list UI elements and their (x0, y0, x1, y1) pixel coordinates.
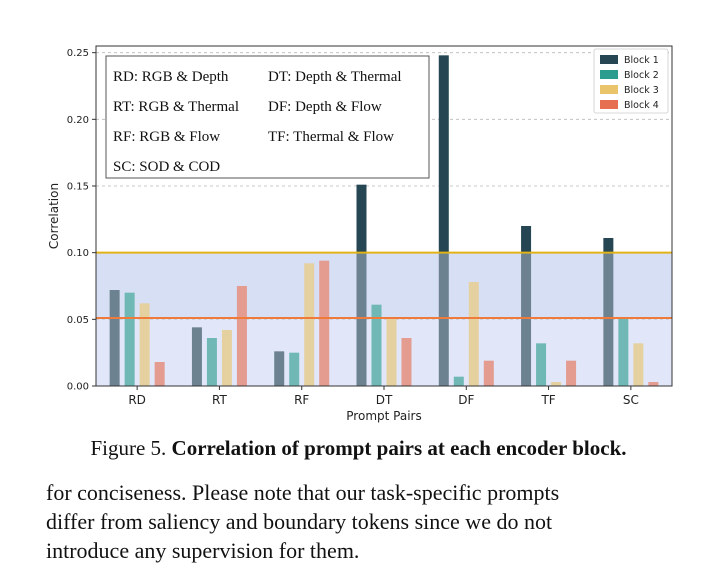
legend-label: Block 1 (624, 55, 659, 66)
threshold-overlay (96, 252, 672, 386)
pair-legend-box (105, 55, 430, 179)
y-tick-label: 0.15 (67, 182, 89, 193)
bar-block-2 (124, 292, 135, 386)
bar-block-4 (154, 362, 165, 386)
plot-frame (95, 45, 673, 387)
pair-definition: RD: RGB & Depth (113, 69, 229, 85)
pair-definition: DT: Depth & Thermal (268, 69, 402, 85)
legend-swatch (600, 85, 618, 94)
bar-block-1 (109, 290, 120, 386)
bar-block-3 (221, 330, 232, 386)
pair-definition: SC: SOD & COD (113, 159, 220, 175)
bar-block-2 (371, 304, 382, 386)
series-legend (593, 48, 669, 114)
y-tick-label: 0.20 (67, 115, 89, 126)
y-tick-label: 0.10 (67, 248, 89, 259)
x-tick-label: TF (540, 393, 555, 407)
bar-block-3 (468, 282, 479, 386)
bar-block-2 (536, 343, 547, 386)
body-paragraph: for conciseness. Please note that our ta… (46, 478, 686, 565)
pair-definition: RF: RGB & Flow (113, 129, 220, 145)
bar-block-4 (648, 382, 659, 386)
bar-block-4 (236, 286, 247, 386)
bar-block-1 (356, 184, 367, 386)
threshold-band (96, 252, 672, 318)
bar-block-4 (319, 260, 330, 386)
x-tick-label: DF (458, 393, 474, 407)
bar-block-3 (633, 343, 644, 386)
caption-prefix: Figure 5. (90, 436, 172, 460)
legend-label: Block 3 (624, 85, 659, 96)
y-tick-label: 0.00 (67, 382, 89, 393)
bar-block-2 (289, 352, 300, 386)
bar-chart: 0.00 0.05 0.10 0.15 0.20 0.25 RD RT RF DT DF TF SC Pr… (47, 45, 673, 423)
legend-label: Block 4 (624, 100, 659, 111)
pair-definition: DF: Depth & Flow (268, 99, 382, 115)
legend-swatch (600, 100, 618, 109)
bar-block-1 (521, 226, 532, 386)
figure-caption: Figure 5. Correlation of prompt pairs at… (0, 436, 717, 461)
bar-block-3 (139, 303, 150, 386)
x-tick-label: RT (212, 393, 227, 407)
legend-swatch (600, 70, 618, 79)
pair-definition: RT: RGB & Thermal (113, 99, 239, 115)
bar-block-3 (304, 263, 315, 386)
x-tick-label: RF (294, 393, 309, 407)
legend-swatch (600, 55, 618, 64)
x-tick-label: SC (623, 393, 639, 407)
body-line: differ from saliency and boundary tokens… (46, 509, 553, 534)
body-line: introduce any supervision for them. (46, 538, 360, 563)
bar-block-2 (206, 338, 217, 386)
bar-block-1 (603, 238, 614, 386)
bar-block-2 (618, 318, 629, 386)
x-tick-label: RD (128, 393, 146, 407)
x-tick-label: DT (376, 393, 393, 407)
bar-block-1 (438, 55, 449, 386)
bar-block-2 (453, 376, 464, 386)
body-line: for conciseness. Please note that our ta… (46, 480, 560, 505)
bar-block-1 (274, 351, 285, 386)
bar-block-4 (401, 338, 412, 386)
bar-block-4 (483, 360, 494, 386)
bar-block-3 (551, 382, 562, 386)
bar-block-3 (386, 318, 397, 386)
pair-definition: TF: Thermal & Flow (268, 129, 394, 145)
y-axis-label: Correlation (47, 183, 61, 249)
legend-label: Block 2 (624, 70, 659, 81)
bar-block-4 (566, 360, 577, 386)
chart-container: 0.00 0.05 0.10 0.15 0.20 0.25 RD RT RF DT DF TF SC Pr… (47, 45, 673, 423)
y-tick-label: 0.05 (67, 315, 89, 326)
y-tick-label: 0.25 (67, 48, 89, 59)
x-axis-label: Prompt Pairs (346, 409, 421, 423)
bar-block-1 (191, 327, 202, 386)
caption-title: Correlation of prompt pairs at each enco… (171, 436, 627, 460)
